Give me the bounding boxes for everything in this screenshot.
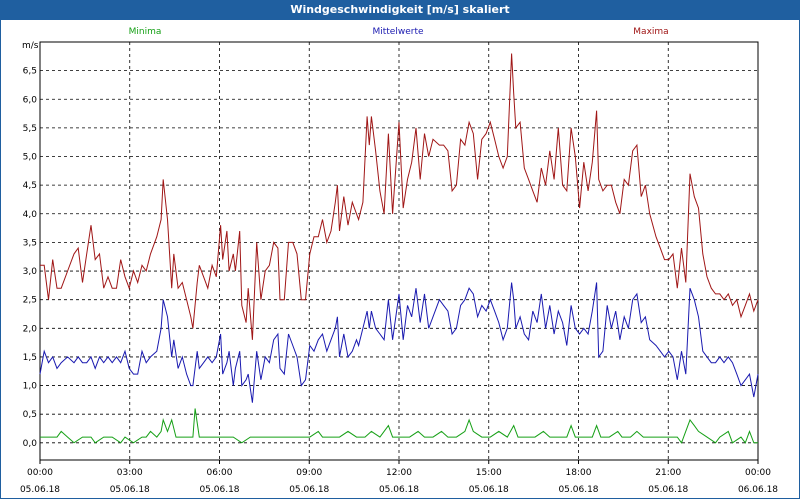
x-tick-date: 05.06.18 bbox=[558, 485, 598, 495]
x-tick-date: 05.06.18 bbox=[469, 485, 509, 495]
y-tick-label: 0,5 bbox=[23, 410, 37, 420]
x-tick-time: 00:00 bbox=[27, 468, 53, 478]
x-tick-date: 05.06.18 bbox=[199, 485, 239, 495]
x-tick-date: 06.06.18 bbox=[738, 485, 778, 495]
y-tick-label: 4,5 bbox=[23, 181, 37, 191]
x-tick-time: 15:00 bbox=[476, 468, 502, 478]
x-tick-time: 21:00 bbox=[655, 468, 681, 478]
y-axis-unit: m/s bbox=[22, 41, 39, 51]
x-tick-time: 06:00 bbox=[207, 468, 233, 478]
x-tick-time: 12:00 bbox=[386, 468, 412, 478]
y-tick-label: 6,0 bbox=[23, 95, 38, 105]
x-tick-time: 18:00 bbox=[566, 468, 592, 478]
series-line-mittelwerte bbox=[39, 282, 759, 403]
x-tick-date: 05.06.18 bbox=[289, 485, 329, 495]
y-tick-label: 4,0 bbox=[23, 210, 38, 220]
legend-maxima: Maxima bbox=[633, 27, 668, 37]
y-tick-label: 3,5 bbox=[23, 238, 37, 248]
series-line-minima bbox=[40, 408, 758, 444]
legend-mittelwerte: Mittelwerte bbox=[372, 27, 423, 37]
x-tick-time: 03:00 bbox=[117, 468, 143, 478]
legend-minima: Minima bbox=[129, 27, 162, 37]
x-tick-date: 05.06.18 bbox=[379, 485, 419, 495]
x-tick-date: 05.06.18 bbox=[648, 485, 688, 495]
window-title: Windgeschwindigkeit [m/s] skaliert bbox=[0, 0, 800, 20]
y-tick-label: 3,0 bbox=[23, 267, 38, 277]
y-tick-label: 5,5 bbox=[23, 124, 37, 134]
x-tick-date: 05.06.18 bbox=[110, 485, 150, 495]
x-tick-date: 05.06.18 bbox=[20, 485, 60, 495]
y-tick-label: 1,0 bbox=[23, 382, 38, 392]
y-tick-label: 2,5 bbox=[23, 296, 37, 306]
y-tick-label: 5,0 bbox=[23, 153, 38, 163]
series-line-maxima bbox=[40, 53, 759, 340]
wind-speed-chart: m/s Minima Mittelwerte Maxima 0,0 0,5 1,0 1… bbox=[20, 27, 778, 495]
y-tick-label: 6,5 bbox=[23, 67, 37, 77]
y-tick-label: 1,5 bbox=[23, 353, 37, 363]
x-tick-time: 00:00 bbox=[745, 468, 771, 478]
y-tick-label: 0,0 bbox=[23, 439, 38, 449]
x-tick-time: 09:00 bbox=[296, 468, 322, 478]
y-tick-label: 2,0 bbox=[23, 324, 38, 334]
